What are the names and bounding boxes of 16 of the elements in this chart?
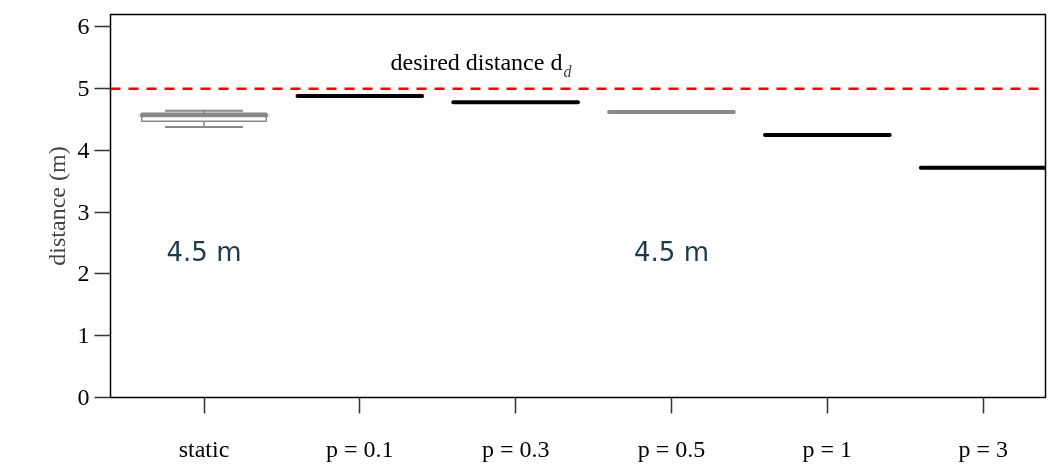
y-tick-label: 3 <box>77 198 90 225</box>
y-tick-label: 1 <box>77 322 90 349</box>
x-tick-label: p = 0.1 <box>326 435 394 462</box>
y-tick-label: 2 <box>77 260 90 287</box>
annotation: 4.5 m <box>634 237 709 268</box>
y-tick-label: 5 <box>77 75 90 102</box>
x-tick-label: p = 0.5 <box>637 435 706 462</box>
x-tick-label: p = 0.3 <box>481 435 550 462</box>
y-axis-title: distance (m) <box>43 146 70 266</box>
x-tick-label: static <box>178 435 230 462</box>
x-tick-label: p = 1 <box>802 435 853 462</box>
y-tick-label: 0 <box>77 384 90 410</box>
annotation: 4.5 m <box>166 237 242 268</box>
y-tick-label: 6 <box>77 13 90 40</box>
x-tick-label: p = 3 <box>958 435 1008 462</box>
y-tick-label: 4 <box>77 136 90 163</box>
